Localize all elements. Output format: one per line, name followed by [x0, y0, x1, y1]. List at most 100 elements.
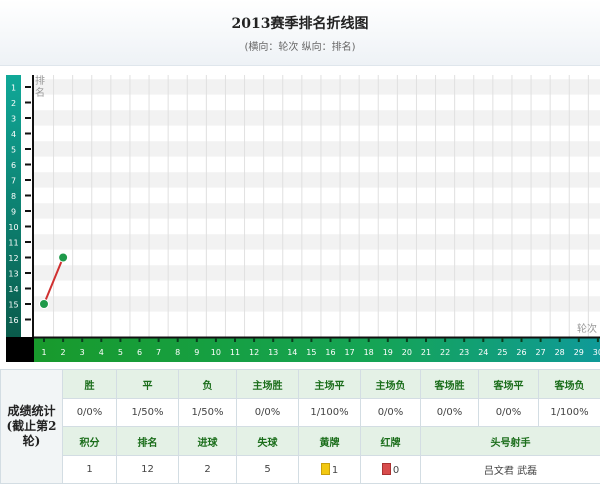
- header-draws: 平: [116, 369, 179, 399]
- y-tick-mark: [25, 194, 31, 197]
- stats-header-row-2: 积分 排名 进球 失球 黄牌 红牌 头号射手: [1, 426, 600, 456]
- grid-vertical-lines: [53, 75, 589, 337]
- stats-value-row-2: 1 12 2 5 1 0 吕文君 武磊: [1, 455, 600, 484]
- y-tick-mark: [25, 132, 31, 135]
- header-home-losses: 主场负: [360, 369, 421, 399]
- value-points: 1: [62, 455, 117, 484]
- x-tick-label: 25: [497, 348, 507, 357]
- x-axis-bar: [34, 337, 600, 362]
- grid-band: [34, 280, 600, 297]
- x-tick-label: 5: [118, 348, 123, 357]
- y-tick-mark: [25, 287, 31, 290]
- x-tick-label: 6: [137, 348, 142, 357]
- data-point[interactable]: [39, 299, 49, 309]
- x-tick-label: 21: [421, 348, 431, 357]
- y-tick-label: 14: [8, 285, 18, 294]
- x-tick-mark: [367, 338, 370, 342]
- x-tick-mark: [100, 338, 103, 342]
- x-tick-label: 30: [593, 348, 600, 357]
- header-away-losses: 客场负: [538, 369, 600, 399]
- grid-band: [34, 125, 600, 142]
- x-tick-mark: [329, 338, 332, 342]
- value-home-losses: 0/0%: [360, 398, 421, 427]
- header-home-wins: 主场胜: [236, 369, 299, 399]
- x-tick-mark: [272, 338, 275, 342]
- page-title: 2013赛季排名折线图: [231, 16, 369, 32]
- value-goals-for: 2: [178, 455, 237, 484]
- value-red-cards-cell: 0: [360, 455, 421, 484]
- x-tick-mark: [62, 338, 65, 342]
- y-tick-mark: [25, 272, 31, 274]
- y-tick-label: 11: [8, 239, 18, 248]
- grid-band: [34, 110, 600, 126]
- x-tick-mark: [425, 338, 427, 342]
- y-tick-mark: [25, 318, 31, 321]
- y-tick-mark: [25, 101, 31, 104]
- data-point[interactable]: [58, 252, 69, 263]
- y-tick-label: 12: [8, 254, 18, 263]
- x-tick-label: 14: [287, 348, 297, 357]
- x-tick-mark: [558, 338, 561, 342]
- x-tick-mark: [291, 338, 294, 342]
- x-tick-mark: [138, 338, 141, 342]
- x-tick-mark: [501, 338, 504, 342]
- x-tick-label: 11: [230, 348, 240, 357]
- x-tick-mark: [405, 338, 408, 342]
- x-tick-label: 23: [459, 348, 469, 357]
- x-tick-label: 22: [440, 348, 450, 357]
- grid-band: [34, 79, 600, 95]
- header-home-draws: 主场平: [298, 369, 361, 399]
- x-tick-label: 27: [536, 348, 546, 357]
- x-tick-label: 17: [345, 348, 355, 357]
- value-away-wins: 0/0%: [420, 398, 479, 427]
- y-tick-mark: [25, 86, 31, 88]
- y-tick-mark: [25, 225, 31, 228]
- x-tick-label: 26: [516, 348, 526, 357]
- x-tick-label: 3: [80, 348, 85, 357]
- y-tick-label: 8: [11, 192, 16, 201]
- corner-block: [6, 337, 34, 362]
- x-tick-mark: [482, 338, 485, 342]
- x-tick-label: 24: [478, 348, 488, 357]
- stats-section-label: 成绩统计(截止第2轮): [0, 369, 63, 484]
- grid-band: [34, 265, 600, 281]
- y-tick-label: 15: [8, 301, 18, 310]
- header-goals-against: 失球: [236, 426, 299, 456]
- grid-band: [34, 156, 600, 173]
- x-tick-mark: [157, 338, 160, 342]
- x-tick-mark: [444, 338, 447, 342]
- yellow-card-icon: [320, 463, 330, 475]
- x-tick-label: 28: [555, 348, 565, 357]
- page-subtitle: (横向：轮次 纵向：排名): [244, 42, 356, 53]
- grid-bands: [34, 79, 600, 328]
- header-away-draws: 客场平: [478, 369, 539, 399]
- header-rank: 排名: [116, 426, 179, 456]
- value-home-draws: 1/100%: [298, 398, 361, 427]
- value-top-scorer[interactable]: 吕文君 武磊: [420, 455, 600, 484]
- y-tick-label: 13: [8, 270, 18, 279]
- y-tick-mark: [25, 303, 31, 305]
- x-tick-label: 13: [268, 348, 278, 357]
- x-tick-label: 7: [156, 348, 161, 357]
- value-yellow-cards: 1: [331, 465, 339, 476]
- x-tick-mark: [348, 338, 351, 342]
- y-axis-bar: [6, 75, 21, 342]
- x-tick-label: 8: [175, 348, 180, 357]
- y-tick-mark: [25, 256, 31, 259]
- grid-band: [34, 94, 600, 111]
- value-rank: 12: [116, 455, 179, 484]
- y-tick-label: 6: [11, 161, 16, 170]
- grid-band: [34, 311, 600, 328]
- stats-header-row-1: 成绩统计(截止第2轮) 胜 平 负 主场胜 主场平 主场负 客场胜 客场平 客场…: [0, 369, 600, 484]
- x-tick-label: 20: [402, 348, 412, 357]
- x-tick-mark: [577, 338, 580, 342]
- x-tick-mark: [253, 338, 256, 342]
- header-losses: 负: [178, 369, 237, 399]
- x-tick-label: 10: [211, 348, 221, 357]
- x-tick-mark: [520, 338, 523, 342]
- x-tick-label: 29: [574, 348, 584, 357]
- series-line: [43, 257, 65, 305]
- series-group: [39, 252, 69, 309]
- x-tick-label: 4: [99, 348, 104, 357]
